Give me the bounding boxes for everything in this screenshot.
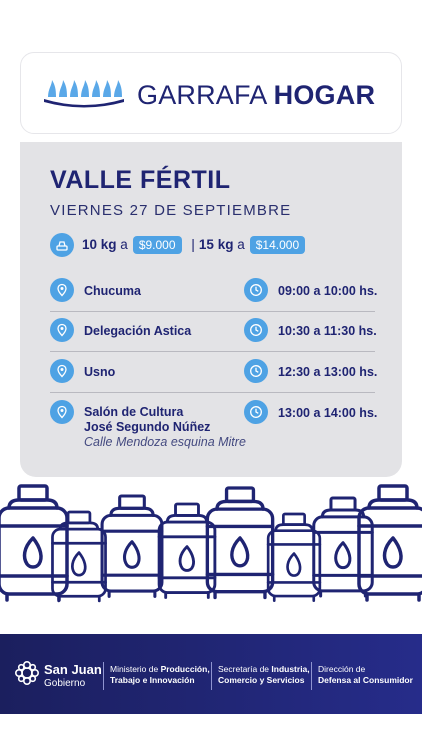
price-10-a: a (120, 237, 128, 252)
clock-icon (244, 318, 268, 342)
secretaria-name: Industria, (271, 664, 310, 674)
scale-icon (50, 233, 74, 257)
footer-divider (211, 662, 212, 690)
price-10-value: $9.000 (132, 236, 182, 254)
schedule-place: Delegación Astica (84, 324, 192, 338)
direccion-name: Defensa al Consumidor (318, 675, 413, 685)
price-text: 10 kg a $9.000 | 15 kg a $14.000 (82, 236, 306, 254)
schedule-place: Usno (84, 365, 116, 379)
location-pin-icon (50, 400, 74, 424)
price-row: 10 kg a $9.000 | 15 kg a $14.000 (50, 232, 306, 258)
date-line: VIERNES 27 DE SEPTIEMBRE (50, 202, 292, 219)
info-card: VALLE FÉRTIL VIERNES 27 DE SEPTIEMBRE 10… (20, 142, 402, 477)
schedule-place-line1: Salón de Cultura (84, 405, 184, 419)
gas-flame-logo-icon (44, 80, 124, 108)
row-divider (50, 351, 375, 352)
location-title: VALLE FÉRTIL (50, 166, 231, 194)
direccion-prefix: Dirección de (318, 664, 366, 674)
schedule-time: 12:30 a 13:00 hs. (278, 365, 378, 379)
gas-bottle-icon (51, 510, 107, 603)
gas-bottle-icon (312, 496, 374, 598)
price-15-kg: 15 kg (198, 237, 234, 252)
location-pin-icon (50, 359, 74, 383)
schedule-time: 09:00 a 10:00 hs. (278, 284, 378, 298)
footer-divider (103, 662, 104, 690)
row-divider (50, 392, 375, 393)
schedule-time: 13:00 a 14:00 hs. (278, 406, 378, 420)
schedule-address: Calle Mendoza esquina Mitre (84, 435, 246, 449)
secretaria-text: Secretaría de Industria, Comercio y Serv… (218, 664, 310, 686)
footer-bar: San Juan Gobierno Ministerio de Producci… (0, 634, 422, 714)
san-juan-logo-icon (14, 660, 39, 685)
brand-title-bold: HOGAR (273, 80, 376, 110)
clock-icon (244, 359, 268, 383)
brand-title: GARRAFA HOGAR (137, 80, 375, 111)
ministry-name-2: Trabajo e Innovación (110, 675, 195, 685)
location-pin-icon (50, 278, 74, 302)
schedule-place: Chucuma (84, 284, 141, 298)
gas-bottle-icon (266, 512, 322, 602)
price-15-value: $14.000 (249, 236, 306, 254)
ministry-text: Ministerio de Producción, Trabajo e Inno… (110, 664, 210, 686)
gas-bottle-icon (205, 486, 275, 600)
row-divider (50, 311, 375, 312)
footer-divider (311, 662, 312, 690)
price-10-kg: 10 kg (82, 237, 117, 252)
gas-bottle-icon (357, 484, 422, 602)
schedule-place: Salón de Cultura José Segundo Núñez Call… (84, 405, 246, 450)
ministry-name: Producción, (160, 664, 210, 674)
ministry-prefix: Ministerio de (110, 664, 161, 674)
secretaria-name-2: Comercio y Servicios (218, 675, 305, 685)
price-15-a: a (237, 237, 245, 252)
schedule-place-line2: José Segundo Núñez (84, 420, 211, 434)
secretaria-prefix: Secretaría de (218, 664, 272, 674)
direccion-text: Dirección de Defensa al Consumidor (318, 664, 413, 686)
org-name: San Juan (44, 662, 102, 677)
schedule-time: 10:30 a 11:30 hs. (278, 324, 377, 338)
brand-title-light: GARRAFA (137, 80, 274, 110)
clock-icon (244, 400, 268, 424)
org-sub: Gobierno (44, 678, 86, 689)
gas-bottle-icon (100, 494, 164, 598)
clock-icon (244, 278, 268, 302)
location-pin-icon (50, 318, 74, 342)
header-card: GARRAFA HOGAR (20, 52, 402, 134)
gas-bottles-illustration (0, 484, 422, 603)
price-separator: | (191, 236, 195, 252)
